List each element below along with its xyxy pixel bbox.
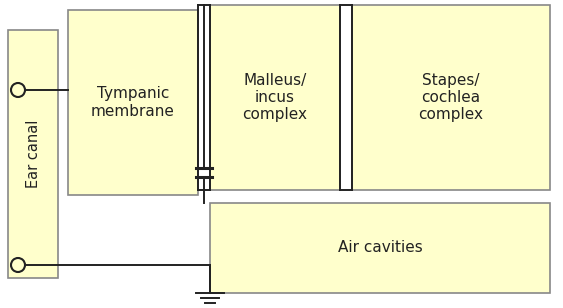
Bar — [210, 5, 340, 190]
Text: Air cavities: Air cavities — [338, 241, 422, 256]
Bar — [352, 5, 550, 190]
Bar — [210, 203, 550, 293]
Bar — [68, 10, 198, 195]
Text: Stapes/
cochlea
complex: Stapes/ cochlea complex — [418, 73, 484, 122]
Bar — [8, 30, 58, 278]
Text: Malleus/
incus
complex: Malleus/ incus complex — [243, 73, 307, 122]
Text: Tympanic
membrane: Tympanic membrane — [91, 86, 175, 119]
Text: Ear canal: Ear canal — [25, 120, 41, 188]
